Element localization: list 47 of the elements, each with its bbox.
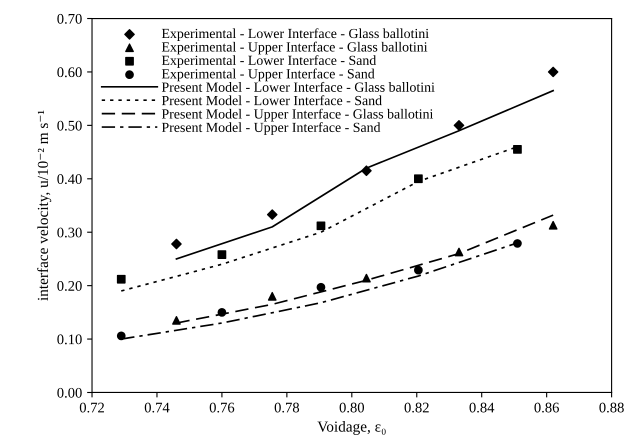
x-tick-label: 0.84 [470,402,494,413]
point [218,250,226,260]
legend-label: Experimental - Lower Interface - Glass ballotini [162,28,429,41]
point [548,66,558,78]
legend-label: Experimental - Upper Interface - Sand [162,68,375,82]
legend-label: Present Model - Upper Interface - Sand [162,122,380,135]
point [362,274,371,283]
x-tick-label: 0.74 [144,402,170,413]
legend-label: Experimental - Lower Interface - Sand [162,55,376,68]
y-tick-label: 0.20 [57,281,82,291]
y-tick-label: 0.50 [57,120,82,131]
y-axis-title: interface velocity, u/10⁻² m s⁻¹ [37,110,52,301]
point [316,282,326,292]
y-tick-label: 0.30 [57,228,82,238]
point [548,220,558,230]
y-tick-label: 0.60 [57,67,82,78]
point [513,145,522,154]
x-tick-label: 0.88 [599,402,624,413]
point [171,238,182,250]
point [116,274,126,284]
x-tick-label: 0.78 [274,402,300,413]
point [266,209,278,220]
point [361,165,372,176]
point [172,316,181,325]
y-tick-label: 0.10 [57,334,82,344]
legend-label: Experimental - Upper Interface - Glass ballotini [162,42,428,54]
point [454,120,464,131]
point [316,221,326,230]
x-tick-label: 0.86 [534,402,559,413]
legend-label: Present Model - Upper Interface - Glass ballotini [162,108,434,122]
y-tick-label: 0.00 [57,388,82,398]
point [218,308,226,317]
point [414,174,423,184]
point [454,248,464,256]
legend-label: Present Model - Lower Interface - Sand [162,95,382,106]
y-tick-label: 0.40 [57,174,82,184]
point [513,239,522,248]
legend-label: Present Model - Lower Interface - Glass ballotini [162,82,435,92]
x-tick-label: 0.82 [404,402,429,413]
x-axis-title: Voidage, ε₀ [317,420,386,435]
point [116,331,126,340]
x-tick-label: 0.80 [340,402,364,413]
y-tick-label: 0.70 [57,14,82,24]
point [414,266,423,275]
x-tick-label: 0.72 [80,402,104,413]
point [268,292,277,301]
x-tick-label: 0.76 [210,402,234,413]
